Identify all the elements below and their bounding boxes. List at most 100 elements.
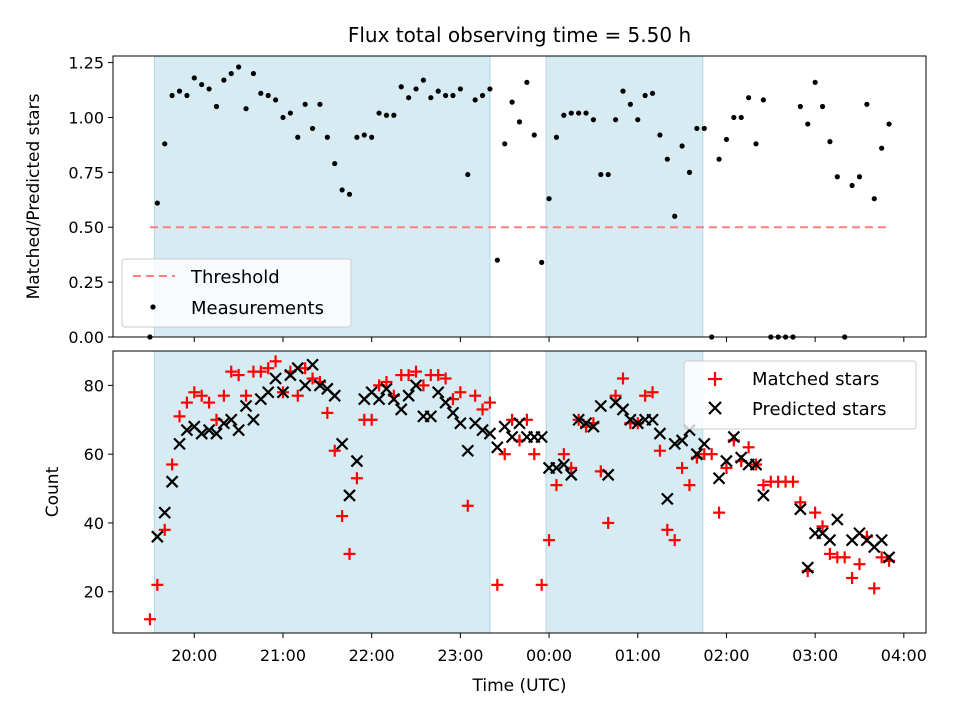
matched-star-marker: [713, 506, 726, 519]
predicted-star-marker: [631, 416, 645, 430]
predicted-star-marker: [446, 406, 460, 420]
matched-star-marker: [343, 547, 356, 560]
predicted-legend-label: Predicted stars: [752, 399, 886, 420]
measurement-point: [191, 75, 197, 81]
measurement-point: [627, 101, 633, 107]
measurement-point: [509, 99, 515, 105]
matched-star-marker: [306, 372, 319, 385]
measurement-point: [228, 70, 234, 77]
measurement-point: [864, 101, 870, 107]
matched-star-marker: [823, 547, 836, 560]
predicted-star-marker: [387, 392, 401, 406]
measurement-point: [442, 92, 449, 99]
bottom-panel: 20 40 60 80 20:00 21:00 22:00 23:00 00:00 01:00 0…: [43, 350, 927, 696]
x-tick-label: 20:00: [171, 646, 217, 665]
predicted-star-marker: [350, 454, 364, 468]
predicted-star-marker: [616, 403, 630, 416]
measurement-point: [169, 92, 175, 99]
top-legend: Threshold Measurements: [121, 258, 352, 328]
predicted-star-marker: [712, 471, 726, 485]
measurements-legend-label: Measurements: [191, 298, 324, 319]
matched-star-marker: [483, 396, 496, 409]
predicted-star-marker: [483, 427, 497, 440]
measurement-point: [339, 187, 345, 193]
measurement-point: [354, 134, 360, 140]
matched-star-marker: [158, 523, 171, 536]
matched-star-marker: [550, 479, 563, 492]
matched-star-marker: [469, 389, 482, 402]
matched-star-marker: [173, 410, 186, 423]
matched-star-marker: [410, 365, 423, 378]
predicted-star-marker: [335, 437, 349, 451]
measurement-point: [672, 213, 678, 219]
predicted-star-marker: [601, 468, 615, 482]
bottom-y-tick-label: 40: [84, 514, 104, 533]
matched-star-marker: [151, 578, 164, 591]
predicted-star-marker: [727, 430, 741, 444]
measurement-point: [679, 143, 685, 149]
measurement-point: [849, 182, 855, 189]
measurement-point: [450, 92, 456, 99]
matched-star-marker: [432, 369, 445, 382]
bottom-y-axis-ticks: 20 40 60 80: [84, 376, 113, 602]
predicted-star-marker: [461, 444, 475, 458]
bottom-x-axis-ticks: 20:00 21:00 22:00 23:00 00:00 01:00 02:00 03:00…: [171, 633, 927, 665]
measurement-point: [753, 141, 759, 147]
measurement-point: [649, 90, 656, 96]
top-y-tick-label: 0.00: [68, 328, 104, 347]
observing-span-2: [545, 55, 704, 338]
predicted-star-marker: [801, 561, 815, 574]
measurement-point: [494, 257, 500, 263]
measurement-point: [487, 86, 493, 92]
matched-star-marker: [543, 534, 556, 547]
predicted-star-marker: [239, 399, 253, 413]
measurement-point: [361, 132, 367, 138]
predicted-legend-marker: [708, 401, 722, 415]
matched-star-marker: [676, 461, 689, 474]
measurements-legend-marker: [150, 304, 156, 310]
predicted-star-marker: [180, 423, 194, 437]
x-tick-label: 02:00: [703, 646, 749, 665]
measurement-point: [568, 110, 574, 116]
x-tick-label: 03:00: [792, 646, 838, 665]
matched-star-marker: [180, 396, 193, 409]
predicted-star-marker: [328, 389, 342, 402]
measurement-point: [871, 196, 877, 202]
measurement-point: [664, 156, 670, 162]
measurement-point: [746, 95, 752, 101]
matched-star-marker: [336, 510, 349, 523]
matched-star-marker: [217, 389, 230, 402]
measurement-point: [834, 174, 840, 180]
measurement-point: [391, 112, 397, 118]
predicted-star-marker: [343, 489, 356, 502]
matched-star-marker: [291, 389, 304, 402]
predicted-star-marker: [151, 530, 164, 543]
predicted-star-marker: [572, 413, 585, 427]
measurement-point: [280, 114, 286, 121]
measurement-point: [657, 132, 663, 138]
predicted-star-marker: [394, 403, 408, 416]
x-tick-label: 21:00: [260, 646, 306, 665]
predicted-star-marker: [587, 420, 600, 433]
measurement-point: [154, 200, 160, 206]
top-y-tick-label: 0.75: [68, 163, 104, 182]
bottom-y-tick-label: 60: [84, 445, 104, 464]
predicted-star-marker: [202, 423, 216, 437]
matched-star-marker: [240, 389, 253, 402]
x-tick-label: 23:00: [437, 646, 483, 665]
measurement-point: [413, 86, 419, 92]
top-y-tick-label: 0.25: [68, 273, 104, 292]
measurement-point: [879, 145, 885, 151]
matched-star-marker: [498, 448, 511, 461]
measurement-point: [723, 136, 730, 143]
matched-star-marker: [786, 475, 799, 488]
matched-star-marker: [661, 523, 674, 536]
matched-star-marker: [365, 413, 378, 426]
bottom-shaded-spans: [153, 350, 704, 634]
predicted-star-marker: [653, 427, 667, 440]
measurement-point: [258, 90, 264, 96]
matched-star-marker: [417, 379, 430, 392]
matched-star-marker: [350, 472, 363, 485]
x-tick-label: 00:00: [526, 646, 572, 665]
matched-star-marker: [262, 362, 275, 375]
